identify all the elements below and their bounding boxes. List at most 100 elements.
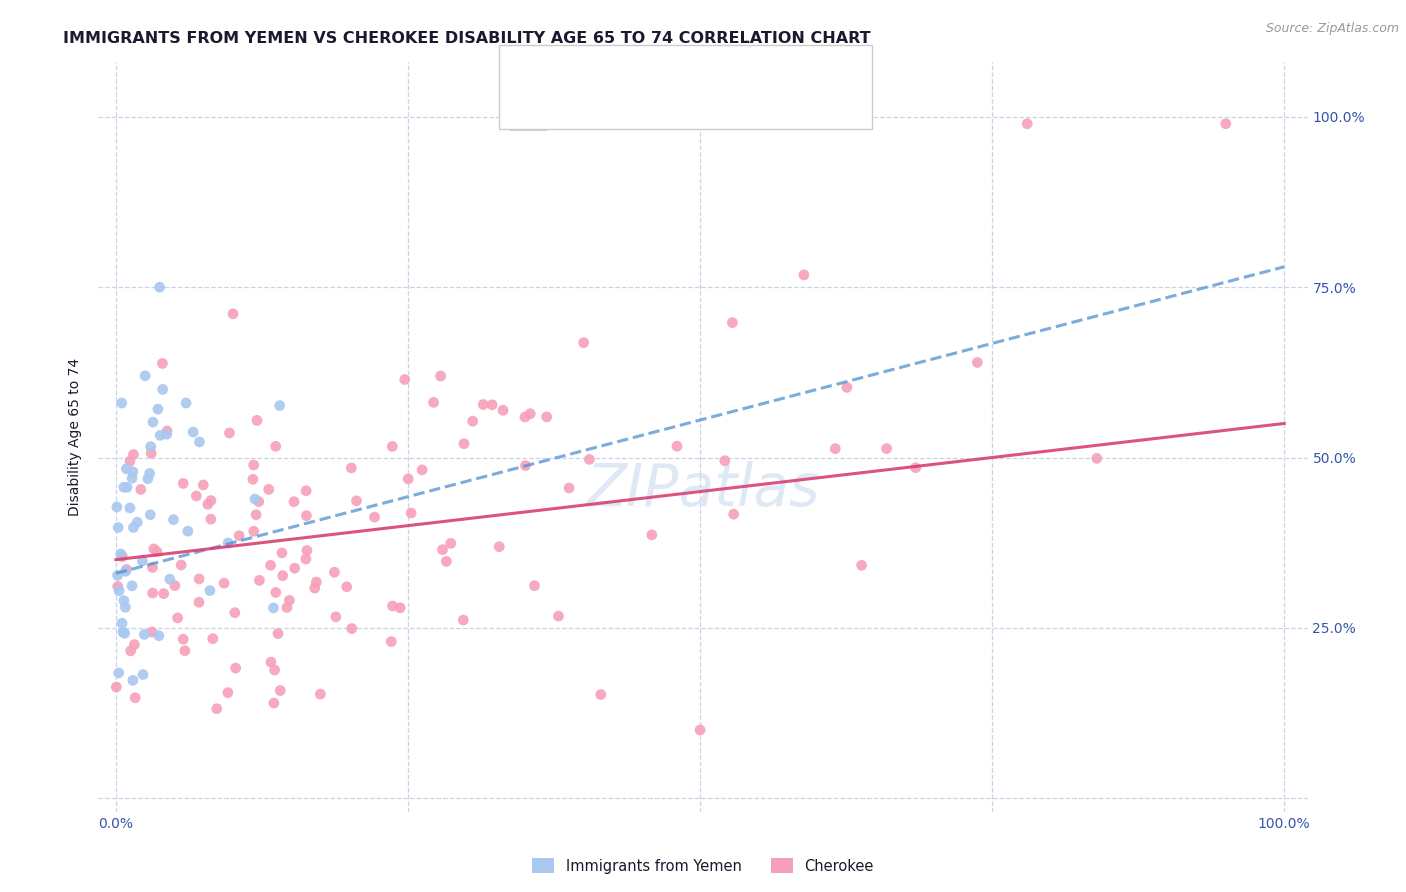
Point xyxy=(242,458,264,472)
Point xyxy=(205,702,228,716)
Point xyxy=(389,600,412,615)
Point xyxy=(111,549,134,564)
Point xyxy=(110,547,132,561)
Point xyxy=(181,425,204,439)
Point xyxy=(152,383,174,397)
Legend: Immigrants from Yemen, Cherokee: Immigrants from Yemen, Cherokee xyxy=(526,852,880,880)
Point xyxy=(112,593,135,607)
Point xyxy=(260,655,283,669)
Point xyxy=(129,483,152,497)
Point xyxy=(188,572,211,586)
Point xyxy=(304,581,326,595)
Point xyxy=(139,440,162,454)
Text: R =: R = xyxy=(555,106,589,121)
Point xyxy=(124,638,146,652)
Point xyxy=(142,586,165,600)
Point xyxy=(247,574,270,588)
Point xyxy=(523,579,546,593)
Point xyxy=(108,583,131,598)
Point xyxy=(295,552,318,566)
Point xyxy=(148,629,170,643)
Point xyxy=(536,409,558,424)
Point xyxy=(201,632,224,646)
Point xyxy=(340,461,363,475)
Point xyxy=(264,585,287,599)
Point xyxy=(146,544,169,558)
Point xyxy=(513,410,536,425)
Point xyxy=(381,599,404,613)
Point xyxy=(142,541,165,556)
Point xyxy=(186,489,208,503)
Point xyxy=(200,493,222,508)
Point xyxy=(200,512,222,526)
Point xyxy=(152,356,174,370)
Point xyxy=(217,686,239,700)
Text: 49: 49 xyxy=(696,64,723,79)
Text: N =: N = xyxy=(657,64,690,79)
Point xyxy=(440,536,463,550)
Point xyxy=(111,616,134,631)
Point xyxy=(163,579,186,593)
Point xyxy=(242,472,264,486)
Point xyxy=(488,540,510,554)
Point xyxy=(107,568,129,582)
Point xyxy=(134,627,156,641)
Point xyxy=(721,316,744,330)
Point xyxy=(193,478,215,492)
Text: IMMIGRANTS FROM YEMEN VS CHEROKEE DISABILITY AGE 65 TO 74 CORRELATION CHART: IMMIGRANTS FROM YEMEN VS CHEROKEE DISABI… xyxy=(63,31,870,46)
Point xyxy=(132,667,155,681)
Point xyxy=(122,520,145,534)
Point xyxy=(572,335,595,350)
Point xyxy=(793,268,815,282)
Point xyxy=(122,673,145,688)
Point xyxy=(136,472,159,486)
Point xyxy=(225,661,247,675)
Text: 0.347: 0.347 xyxy=(598,106,645,121)
Point xyxy=(295,543,318,558)
Point xyxy=(904,460,927,475)
Point xyxy=(121,471,143,485)
Point xyxy=(689,723,711,737)
Point xyxy=(824,442,846,456)
Text: ZIPatlas: ZIPatlas xyxy=(586,461,820,518)
Point xyxy=(111,625,134,640)
Point xyxy=(242,524,264,539)
Point xyxy=(323,566,346,580)
Point xyxy=(472,397,495,411)
Point xyxy=(174,396,197,410)
Point xyxy=(269,399,291,413)
Point xyxy=(284,561,307,575)
Point xyxy=(111,396,134,410)
Text: Source: ZipAtlas.com: Source: ZipAtlas.com xyxy=(1265,22,1399,36)
Point xyxy=(422,395,444,409)
Point xyxy=(278,593,301,607)
Point xyxy=(558,481,581,495)
Point xyxy=(451,613,474,627)
Text: 0.216: 0.216 xyxy=(598,64,645,79)
Point xyxy=(876,442,898,456)
Point xyxy=(172,476,194,491)
Point xyxy=(141,446,163,460)
Point xyxy=(429,369,451,384)
Point xyxy=(589,688,612,702)
Point xyxy=(1017,117,1039,131)
Point xyxy=(198,583,221,598)
Point xyxy=(434,554,457,568)
Point xyxy=(172,632,194,647)
Point xyxy=(173,644,195,658)
Point xyxy=(149,428,172,442)
Point xyxy=(156,427,179,442)
Point xyxy=(259,558,281,573)
Point xyxy=(120,644,142,658)
Point xyxy=(224,606,246,620)
Point xyxy=(257,483,280,497)
Point xyxy=(141,625,163,640)
Point xyxy=(399,506,422,520)
Point xyxy=(714,453,737,467)
Point xyxy=(461,414,484,428)
Y-axis label: Disability Age 65 to 74: Disability Age 65 to 74 xyxy=(69,358,83,516)
Point xyxy=(246,413,269,427)
Point xyxy=(115,462,138,476)
Point xyxy=(247,494,270,508)
Point xyxy=(105,500,128,514)
